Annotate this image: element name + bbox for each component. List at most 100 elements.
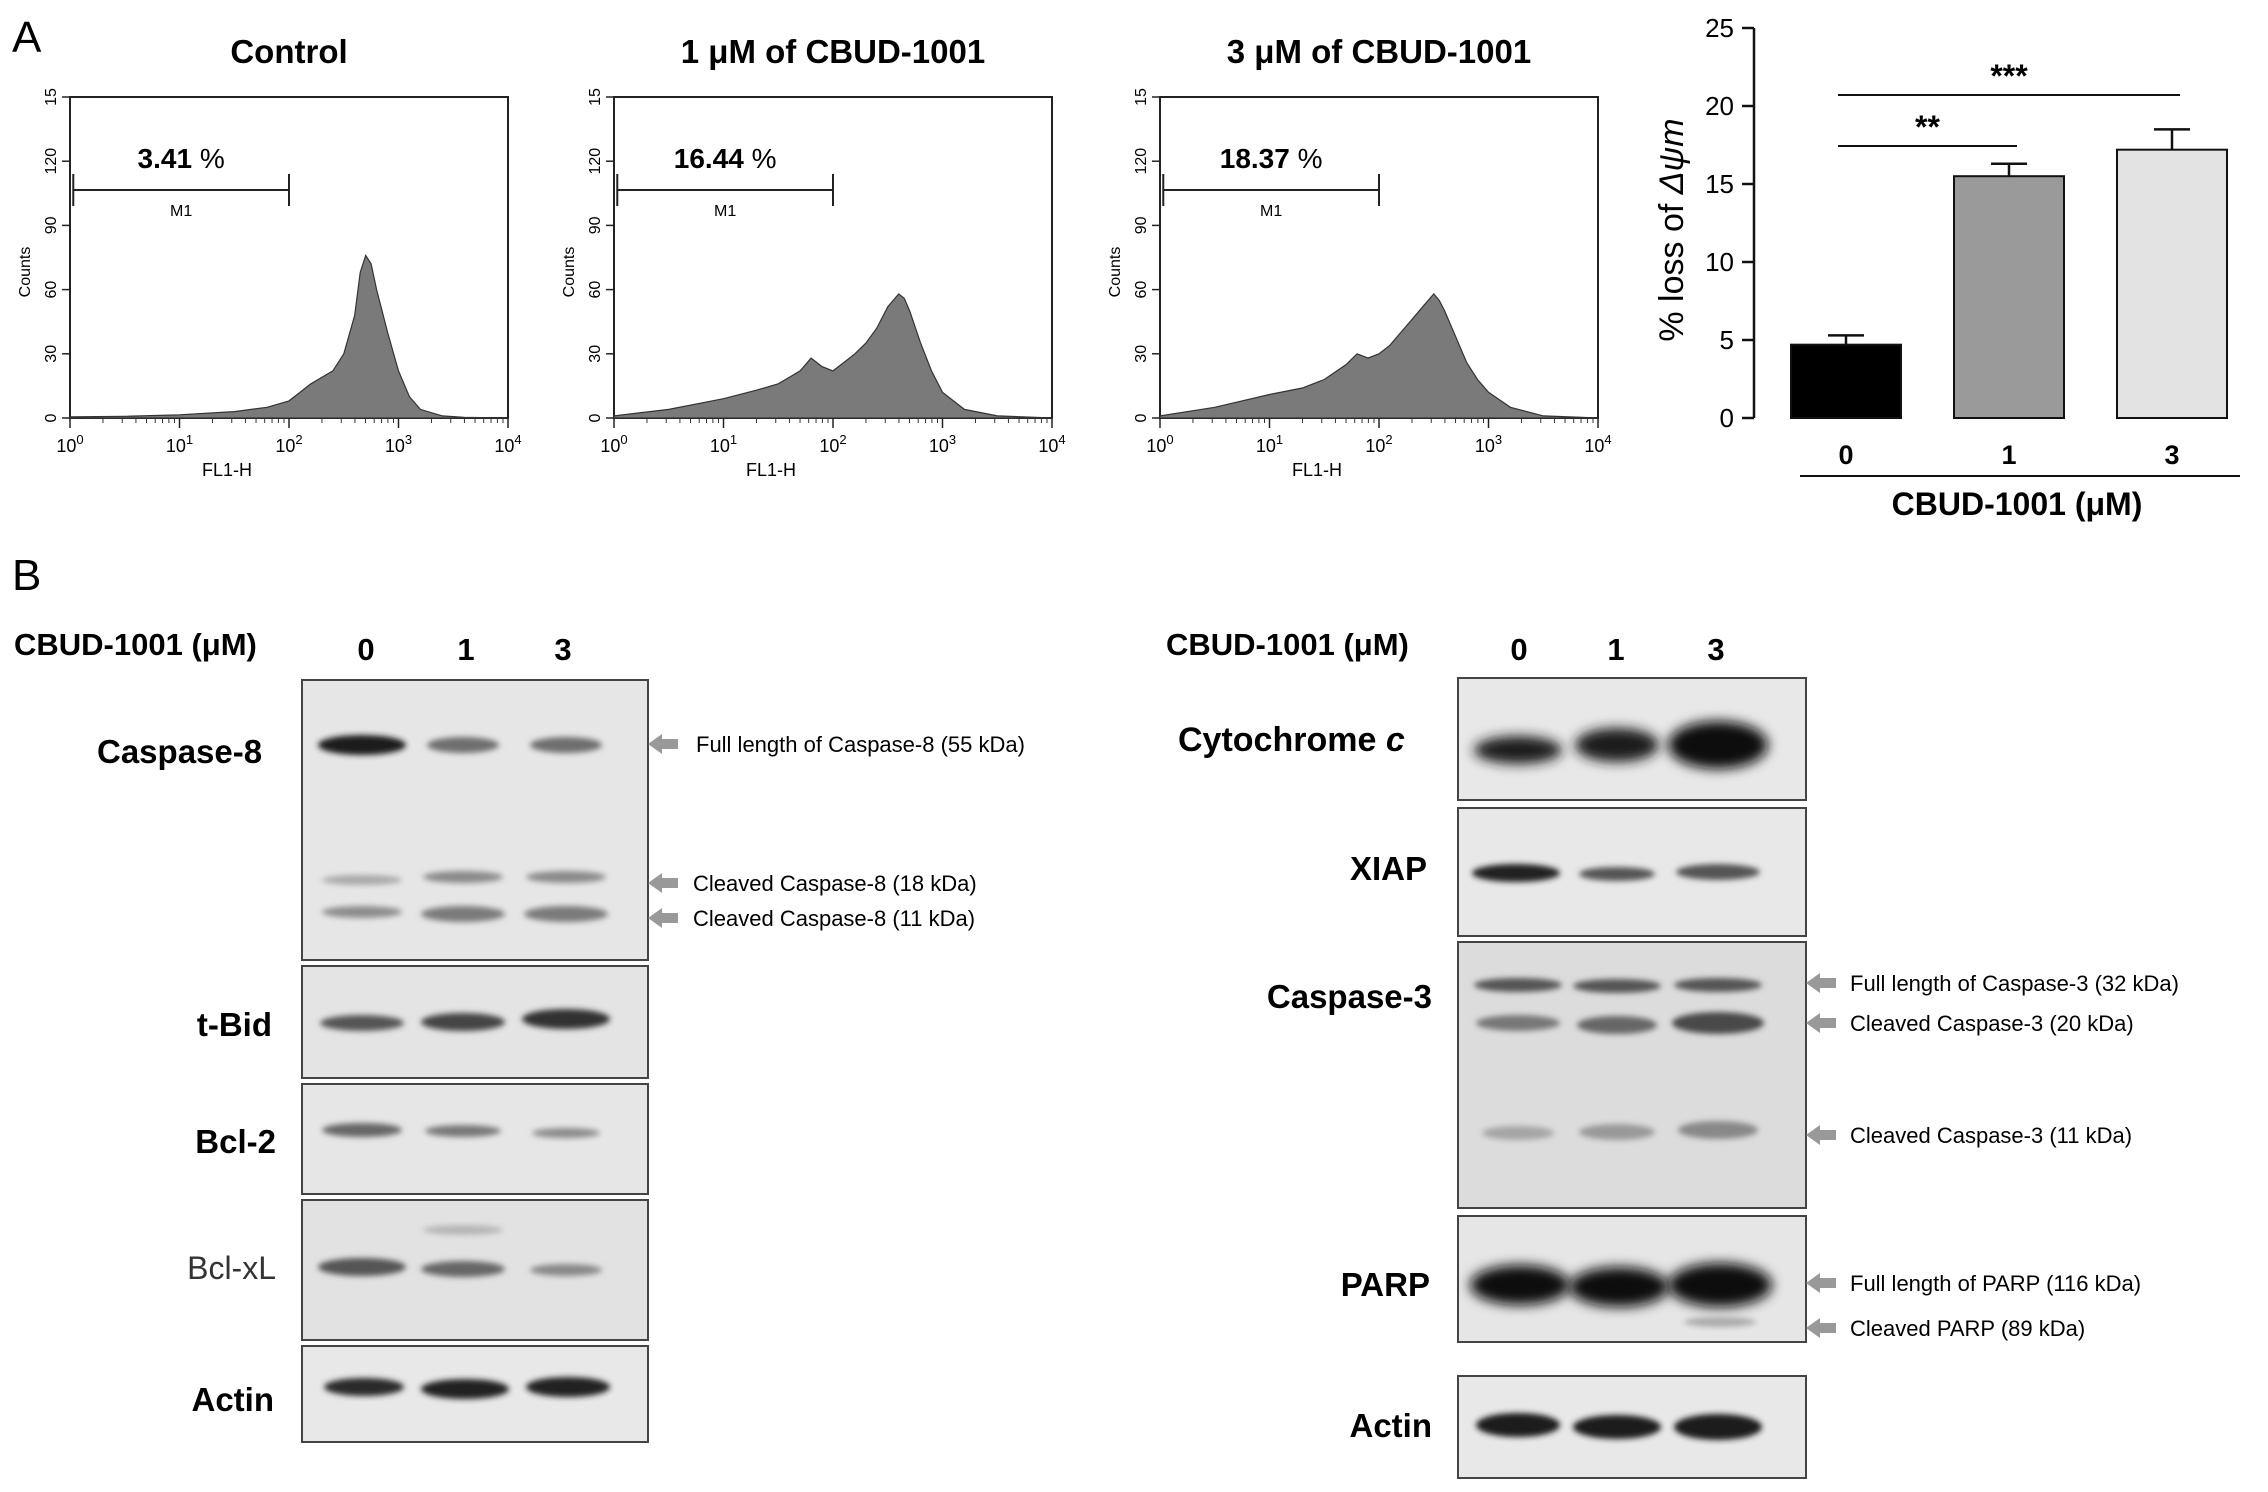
x-tick-label: 100 xyxy=(56,432,83,456)
flow-title: 1 μM of CBUD-1001 xyxy=(681,33,985,70)
tick-exponent: 1 xyxy=(186,432,193,447)
tick-exponent: 3 xyxy=(405,432,412,447)
annotation-casp3-full: Full length of Caspase-3 (32 kDa) xyxy=(1850,971,2179,996)
band xyxy=(1573,979,1661,993)
band xyxy=(423,1225,503,1235)
y-axis-label: Counts xyxy=(1107,247,1124,298)
x-tick-label: 1 xyxy=(2001,440,2016,470)
y-tick-label: 120 xyxy=(1133,148,1150,175)
band xyxy=(425,1125,501,1137)
x-tick-label: 101 xyxy=(710,432,737,456)
x-axis-label: FL1-H xyxy=(1292,460,1342,480)
y-tick-label: 20 xyxy=(1705,91,1734,121)
gate-percent-unit: % xyxy=(752,143,777,174)
y-tick-label: 120 xyxy=(587,148,604,175)
gate-percent-unit: % xyxy=(200,143,225,174)
tick-base: 10 xyxy=(1038,436,1058,456)
arrow-icon xyxy=(1806,1125,1836,1145)
lane-label-right-1: 1 xyxy=(1607,632,1624,667)
band xyxy=(1573,1415,1661,1439)
bar-3 xyxy=(2116,148,2228,419)
tick-base: 10 xyxy=(929,436,949,456)
lane-label-right-2: 3 xyxy=(1707,632,1724,667)
gate-percent-value: 3.41 xyxy=(138,143,200,174)
y-tick-label: 25 xyxy=(1705,13,1734,43)
band xyxy=(526,1377,610,1397)
x-tick-label: 100 xyxy=(1146,432,1173,456)
plot-frame xyxy=(613,96,1053,419)
band xyxy=(1575,728,1659,762)
tick-base: 10 xyxy=(1584,436,1604,456)
annotation-casp8-cl18: Cleaved Caspase-8 (18 kDa) xyxy=(693,871,977,896)
band xyxy=(1472,864,1560,882)
band xyxy=(1577,1016,1657,1034)
annotation-parp-cl: Cleaved PARP (89 kDa) xyxy=(1850,1316,2085,1341)
treatment-label-left: CBUD-1001 (μM) xyxy=(14,627,257,662)
x-tick-label: 103 xyxy=(929,432,956,456)
tick-base: 10 xyxy=(494,436,514,456)
band xyxy=(532,1128,600,1138)
gate-percent: 3.41 % xyxy=(138,143,225,174)
y-tick-label: 10 xyxy=(1705,247,1734,277)
tick-exponent: 3 xyxy=(1495,432,1502,447)
band xyxy=(1672,1012,1764,1034)
lane-label-left-2: 3 xyxy=(554,632,571,667)
y-tick-label: 0 xyxy=(43,413,60,422)
tick-base: 10 xyxy=(1146,436,1166,456)
tick-exponent: 0 xyxy=(620,432,627,447)
band xyxy=(530,737,602,753)
x-tick-label: 0 xyxy=(1838,440,1853,470)
x-tick-label: 104 xyxy=(1038,432,1065,456)
lane-label-left-0: 0 xyxy=(357,632,374,667)
band xyxy=(1476,1015,1560,1031)
bar-1 xyxy=(1953,175,2065,419)
y-tick-label: 30 xyxy=(1133,345,1150,363)
band xyxy=(320,1015,404,1031)
y-axis-label-symbol: Δψm xyxy=(1653,118,1691,195)
protein-label-xiap: XIAP xyxy=(1350,850,1427,887)
annotation-casp8-full: Full length of Caspase-8 (55 kDa) xyxy=(696,732,1025,757)
y-tick-label: 30 xyxy=(43,345,60,363)
x-axis-label: FL1-H xyxy=(202,460,252,480)
band xyxy=(1579,1124,1655,1140)
band xyxy=(318,1258,406,1276)
tick-base: 10 xyxy=(275,436,295,456)
cytochrome-label-italic: c xyxy=(1386,721,1405,759)
x-tick-label: 104 xyxy=(1584,432,1611,456)
protein-label-t-bid: t-Bid xyxy=(197,1006,272,1043)
band xyxy=(1569,1267,1669,1307)
band xyxy=(1674,978,1762,992)
band xyxy=(423,871,503,883)
x-tick-label: 102 xyxy=(819,432,846,456)
arrow-icon xyxy=(1806,1273,1836,1293)
band xyxy=(1674,1414,1762,1440)
band xyxy=(1678,1121,1758,1139)
tick-base: 10 xyxy=(166,436,186,456)
y-tick-label: 15 xyxy=(43,88,60,106)
lane-label-right-0: 0 xyxy=(1510,632,1527,667)
panel-label-b: B xyxy=(12,551,41,600)
x-tick-label: 3 xyxy=(2164,440,2179,470)
arrow-icon xyxy=(1806,973,1836,993)
flow-title: Control xyxy=(230,33,347,70)
x-tick-label: 103 xyxy=(385,432,412,456)
tick-exponent: 3 xyxy=(949,432,956,447)
band xyxy=(1668,721,1768,769)
y-axis-label: Counts xyxy=(561,247,578,298)
tick-base: 10 xyxy=(1365,436,1385,456)
y-tick-label: 120 xyxy=(43,148,60,175)
tick-base: 10 xyxy=(1475,436,1495,456)
x-axis-label: FL1-H xyxy=(746,460,796,480)
bar-chart: 0 5 10 15 20 25 % loss of Δψm 0 1 3 CBUD-1001 (μM)… xyxy=(1653,13,2240,522)
x-tick-label: 104 xyxy=(494,432,521,456)
x-tick-label: 100 xyxy=(600,432,627,456)
y-tick-label: 60 xyxy=(587,281,604,299)
bar-0 xyxy=(1790,343,1902,419)
band xyxy=(421,1013,505,1031)
plot-frame xyxy=(69,96,509,419)
arrow-icon xyxy=(1806,1318,1836,1338)
